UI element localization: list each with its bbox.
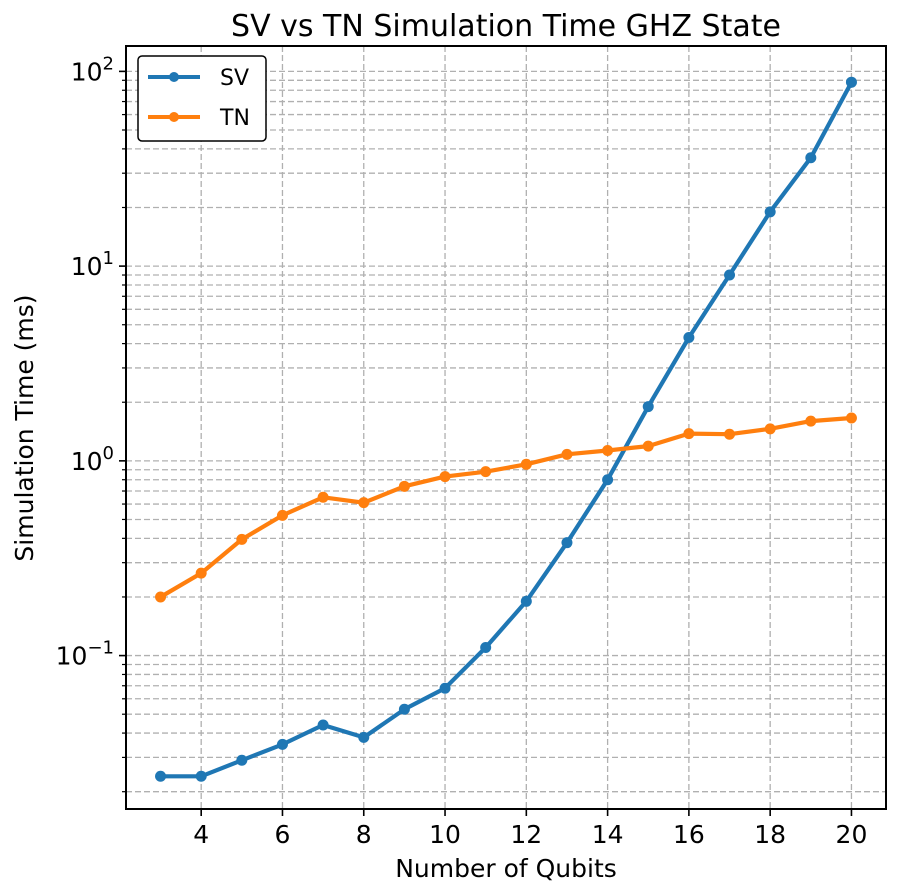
data-point-tn — [195, 567, 207, 579]
x-tick-label: 16 — [673, 820, 705, 849]
data-point-tn — [845, 412, 857, 424]
data-point-tn — [561, 448, 573, 460]
y-axis-label: Simulation Time (ms) — [10, 294, 39, 561]
data-point-tn — [642, 440, 654, 452]
data-point-sv — [236, 754, 248, 766]
data-point-sv — [642, 401, 654, 413]
data-point-tn — [276, 509, 288, 521]
data-point-tn — [398, 480, 410, 492]
data-point-tn — [805, 415, 817, 427]
grid — [126, 46, 886, 809]
data-point-tn — [317, 491, 329, 503]
data-point-tn — [724, 428, 736, 440]
x-axis-ticks: 4 6 8 10 12 14 16 18 20 — [193, 809, 867, 849]
y-tick-label: 102 — [71, 53, 114, 86]
data-point-tn — [480, 466, 492, 478]
data-point-tn — [439, 471, 451, 483]
data-point-sv — [195, 770, 207, 782]
data-point-sv — [520, 595, 532, 607]
data-point-sv — [439, 682, 451, 694]
y-tick-label: 10−1 — [56, 638, 114, 671]
data-point-sv — [683, 331, 695, 343]
series-line-tn — [158, 415, 854, 600]
data-point-tn — [236, 533, 248, 545]
data-point-tn — [520, 458, 532, 470]
x-tick-label: 18 — [754, 820, 786, 849]
plot-frame — [125, 45, 887, 810]
x-tick-label: 4 — [193, 820, 209, 849]
data-point-tn — [602, 445, 614, 457]
y-tick-label: 101 — [71, 248, 114, 281]
data-point-sv — [398, 703, 410, 715]
chart-title: SV vs TN Simulation Time GHZ State — [231, 9, 781, 44]
legend-marker-sv — [169, 72, 179, 82]
x-tick-label: 14 — [592, 820, 624, 849]
legend-label-sv: SV — [220, 66, 249, 91]
data-point-sv — [155, 770, 167, 782]
data-point-sv — [358, 731, 370, 743]
legend-marker-tn — [169, 112, 179, 122]
legend-label-tn: TN — [219, 106, 250, 131]
data-point-sv — [724, 269, 736, 281]
y-axis-ticks: 10−1 100 101 102 — [56, 53, 126, 793]
data-point-sv — [805, 152, 817, 164]
data-point-sv — [845, 76, 857, 88]
data-point-sv — [276, 738, 288, 750]
x-tick-label: 6 — [275, 820, 291, 849]
series-line-sv — [158, 80, 854, 779]
data-point-tn — [155, 591, 167, 603]
x-axis-label: Number of Qubits — [395, 854, 617, 883]
data-point-sv — [764, 206, 776, 218]
data-point-tn — [764, 423, 776, 435]
data-point-sv — [602, 474, 614, 486]
x-tick-label: 20 — [836, 820, 868, 849]
data-point-tn — [683, 428, 695, 440]
data-point-sv — [317, 719, 329, 731]
data-point-tn — [358, 497, 370, 509]
x-tick-label: 8 — [356, 820, 372, 849]
y-tick-label: 100 — [71, 443, 114, 476]
x-tick-label: 10 — [429, 820, 461, 849]
series-layer — [155, 76, 857, 782]
legend: SV TN — [137, 55, 267, 142]
data-point-sv — [561, 537, 573, 549]
data-point-sv — [480, 642, 492, 654]
x-tick-label: 12 — [510, 820, 542, 849]
